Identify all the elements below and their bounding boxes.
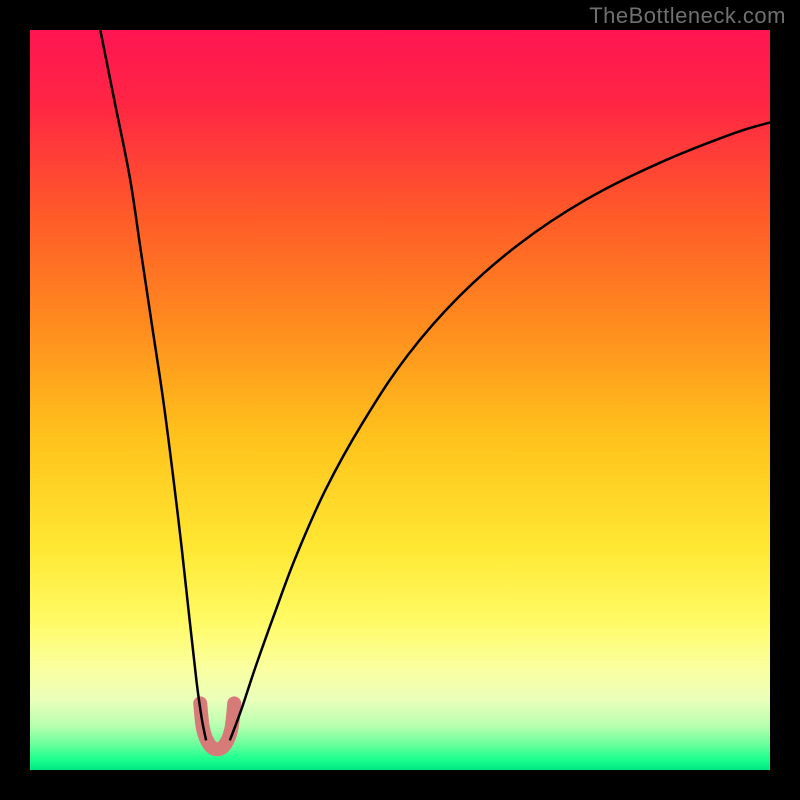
plot-area xyxy=(30,30,770,770)
gradient-background xyxy=(30,30,770,770)
stage: TheBottleneck.com xyxy=(0,0,800,800)
chart-svg xyxy=(30,30,770,770)
watermark-text: TheBottleneck.com xyxy=(589,3,786,29)
